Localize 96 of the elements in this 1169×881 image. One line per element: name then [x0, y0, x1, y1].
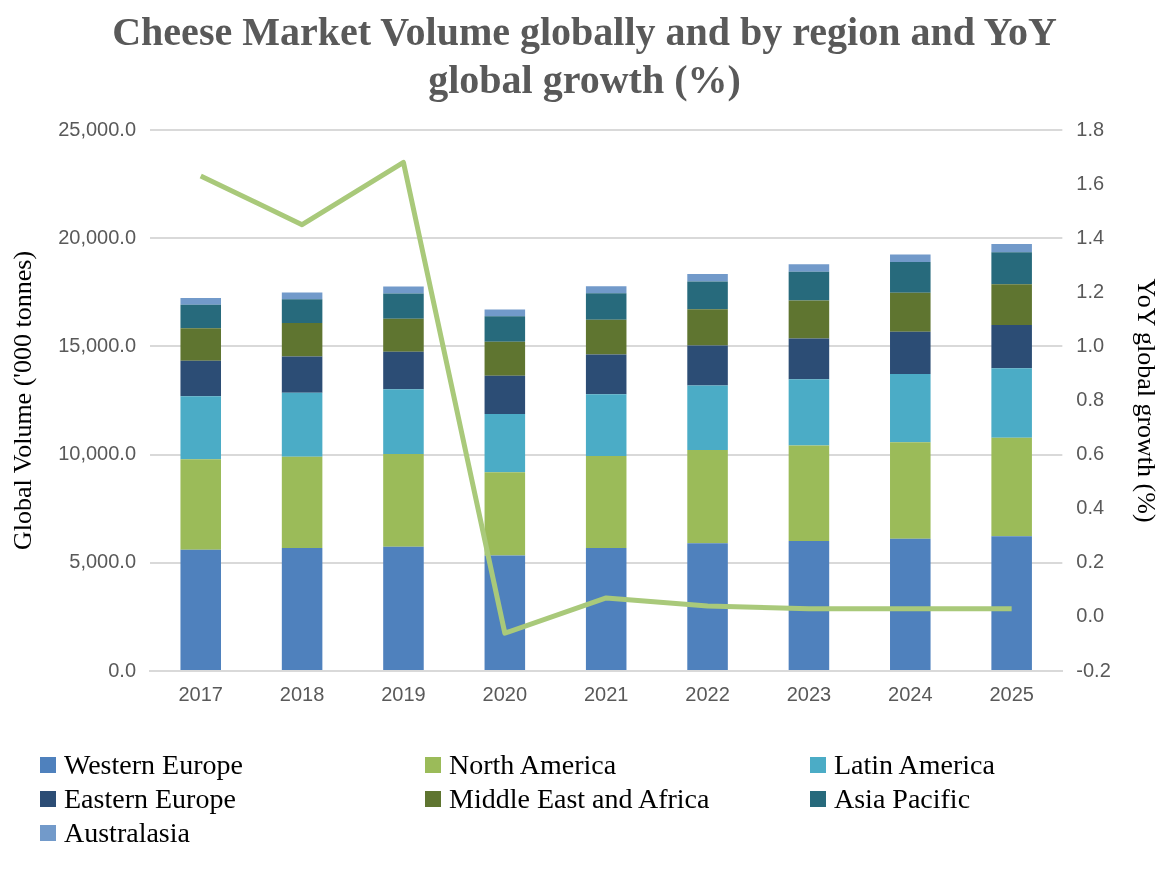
bar	[383, 318, 424, 352]
y2-tick-label: 1.0	[1076, 333, 1105, 356]
bar	[180, 549, 222, 670]
bar	[180, 459, 222, 550]
x-tick-label: 2021	[583, 682, 629, 705]
bar	[585, 286, 627, 294]
legend-label: North America	[449, 749, 617, 781]
bar	[180, 304, 222, 329]
bar	[383, 286, 424, 294]
bar	[281, 356, 323, 393]
bar	[484, 375, 526, 414]
bar	[585, 354, 627, 395]
bar	[687, 345, 728, 386]
bar	[585, 455, 627, 549]
x-tick-label: 2022	[685, 682, 730, 705]
y2-axis-title: YoY global growth (%)	[1131, 278, 1161, 523]
x-tick-label: 2023	[786, 682, 832, 705]
bar	[383, 351, 424, 390]
bar	[890, 374, 931, 443]
y-tick-label: 15,000.0	[58, 333, 137, 356]
y2-tick-label: 1.4	[1076, 225, 1105, 248]
chart-title: Cheese Market Volume globally and by region and YoY global growth (%)	[111, 8, 1058, 104]
legend-label: Western Europe	[64, 749, 243, 781]
bar	[890, 331, 931, 375]
legend-label: Middle East and Africa	[449, 783, 710, 815]
bar	[788, 338, 830, 380]
bar	[484, 316, 526, 342]
y2-tick-label: 1.8	[1076, 117, 1105, 140]
x-tick-label: 2025	[989, 682, 1034, 705]
bar	[383, 389, 424, 454]
bar	[991, 324, 1032, 369]
bar	[281, 456, 323, 549]
bar	[180, 328, 222, 361]
y-tick-label: 25,000.0	[58, 117, 137, 140]
legend-label: Asia Pacific	[834, 783, 971, 815]
bar	[484, 472, 526, 556]
bar	[788, 379, 830, 446]
x-tick-label: 2020	[482, 682, 528, 705]
y-tick-label: 20,000.0	[58, 225, 137, 248]
legend-label: Australasia	[64, 817, 190, 849]
bar	[991, 368, 1032, 438]
bar	[484, 413, 526, 473]
bar	[687, 385, 728, 451]
bar	[585, 293, 627, 320]
bar	[991, 284, 1032, 325]
bar	[281, 392, 323, 457]
bar	[991, 252, 1032, 285]
bar	[687, 309, 728, 346]
legend-label: Eastern Europe	[64, 783, 236, 815]
bar	[687, 450, 728, 544]
y2-tick-label: 0.2	[1076, 550, 1105, 573]
bar	[180, 360, 222, 397]
y2-tick-label: 0.6	[1076, 442, 1105, 465]
bar	[991, 244, 1032, 253]
bar	[788, 445, 830, 541]
bar	[383, 546, 424, 670]
bar	[687, 543, 728, 670]
x-tick-label: 2018	[279, 682, 325, 705]
bar	[281, 323, 323, 357]
bar	[585, 548, 627, 670]
y-tick-label: 10,000.0	[58, 442, 137, 465]
bar	[890, 442, 931, 539]
bar	[484, 341, 526, 376]
bar	[585, 319, 627, 355]
bar	[180, 297, 222, 305]
bar	[890, 292, 931, 332]
y-axis-title: Global Volume ('000 tonnes)	[8, 250, 38, 551]
bar	[281, 299, 323, 324]
bar	[281, 548, 323, 670]
x-tick-label: 2019	[381, 682, 426, 705]
y2-tick-label: 0.8	[1076, 388, 1105, 411]
bar	[890, 254, 931, 262]
bar	[991, 536, 1032, 670]
bar	[890, 262, 931, 293]
y-tick-label: 0.0	[108, 658, 137, 681]
y-tick-label: 5,000.0	[69, 550, 137, 573]
y2-tick-label: 0.4	[1076, 496, 1105, 519]
bar	[788, 271, 830, 301]
bar	[788, 540, 830, 670]
bar	[180, 396, 222, 460]
bar	[383, 453, 424, 547]
y2-tick-label: 0.0	[1076, 604, 1105, 627]
bar	[585, 394, 627, 456]
x-tick-label: 2017	[178, 682, 223, 705]
bar	[687, 274, 728, 282]
y2-tick-label: -0.2	[1076, 658, 1111, 681]
bar	[383, 293, 424, 319]
legend-label: Latin America	[834, 749, 995, 781]
y2-tick-label: 1.6	[1076, 171, 1105, 194]
x-tick-label: 2024	[888, 682, 933, 705]
bar	[788, 300, 830, 339]
bar	[687, 281, 728, 310]
bar	[991, 437, 1032, 537]
bar	[788, 264, 830, 272]
bar	[890, 538, 931, 670]
y2-tick-label: 1.2	[1076, 279, 1105, 302]
